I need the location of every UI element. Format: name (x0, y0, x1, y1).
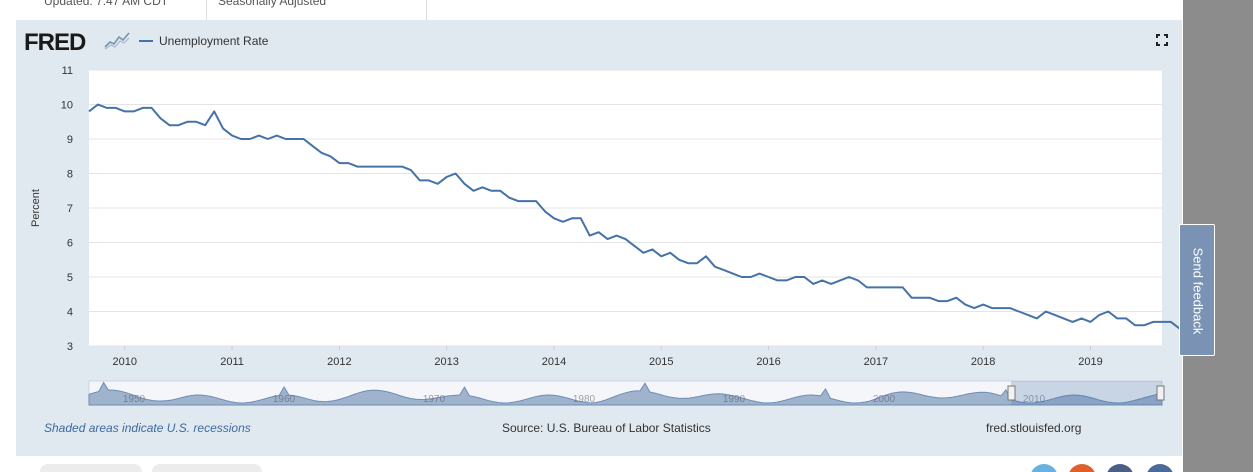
x-tick-label: 2011 (220, 356, 244, 368)
navigator-label: 1950 (123, 394, 146, 405)
x-tick-label: 2012 (327, 356, 351, 368)
x-tick-label: 2013 (434, 356, 458, 368)
page: Updated: 7:47 AM CDT Seasonally Adjusted… (0, 0, 1183, 472)
navigator-label: 1960 (273, 394, 296, 405)
navigator-label: 1980 (573, 394, 596, 405)
y-tick-label: 3 (67, 341, 73, 353)
reddit-icon[interactable] (1068, 464, 1096, 472)
send-feedback-label: Send feedback (1190, 247, 1206, 335)
facebook-icon[interactable] (1106, 464, 1134, 472)
seasonal-adjustment-text: Seasonally Adjusted (218, 0, 327, 8)
recessions-note: Shaded areas indicate U.S. recessions (44, 421, 251, 435)
y-tick-label: 9 (67, 134, 73, 146)
chart-svg: 3 4 5 6 7 8 9 10 11 2010 2011 2012 2013 2014 2015 2016 2… (30, 65, 1181, 406)
y-tick-label: 6 (67, 238, 73, 250)
navigator-handle-right (1156, 385, 1165, 401)
navigator-label: 2000 (873, 394, 896, 405)
y-tick-label: 4 (67, 307, 73, 319)
navigator-selection (1011, 381, 1162, 405)
y-tick-label: 8 (67, 169, 73, 181)
fred-url[interactable]: fred.stlouisfed.org (986, 421, 1082, 435)
updated-text: Updated: 7:47 AM CDT (44, 0, 169, 8)
navigator-label: 1970 (423, 394, 446, 405)
x-tick-label: 2019 (1078, 356, 1102, 368)
y-tick-label: 10 (61, 100, 73, 112)
x-tick-label: 2010 (113, 356, 137, 368)
fred-logo[interactable]: FRED (24, 29, 86, 56)
divider (206, 0, 207, 20)
x-tick-label: 2017 (864, 356, 888, 368)
y-axis-title: Percent (30, 189, 42, 227)
unemployment-rate-line (88, 103, 1181, 330)
navigator-label: 1990 (723, 394, 746, 405)
y-tick-label: 7 (67, 203, 73, 215)
fullscreen-icon[interactable] (1156, 34, 1168, 46)
y-tick-label: 5 (67, 272, 73, 284)
fred-graph-icon (104, 32, 130, 50)
navigator-handle-left (1007, 385, 1016, 401)
twitter-icon[interactable] (1030, 464, 1058, 472)
x-tick-label: 2014 (542, 356, 566, 368)
send-feedback-button[interactable]: Send feedback (1179, 224, 1215, 356)
source-text: Source: U.S. Bureau of Labor Statistics (502, 421, 711, 435)
chart-panel: 3 4 5 6 7 8 9 10 11 2010 2011 2012 2013 2014 2015 2016 2… (16, 20, 1182, 456)
navigator-series (88, 381, 1163, 406)
x-tick-label: 2015 (649, 356, 673, 368)
bottom-button[interactable] (40, 464, 142, 472)
x-tick-label: 2016 (756, 356, 780, 368)
y-tick-label: 11 (62, 65, 73, 77)
linkedin-icon[interactable] (1146, 464, 1174, 472)
legend-label: Unemployment Rate (159, 34, 269, 48)
top-bar: Updated: 7:47 AM CDT Seasonally Adjusted (0, 0, 1183, 20)
bottom-button[interactable] (152, 464, 262, 472)
divider (426, 0, 427, 20)
chart-legend[interactable]: Unemployment Rate (139, 33, 268, 49)
x-tick-label: 2018 (971, 356, 995, 368)
navigator-label: 2010 (1023, 394, 1046, 405)
legend-swatch (139, 40, 153, 42)
